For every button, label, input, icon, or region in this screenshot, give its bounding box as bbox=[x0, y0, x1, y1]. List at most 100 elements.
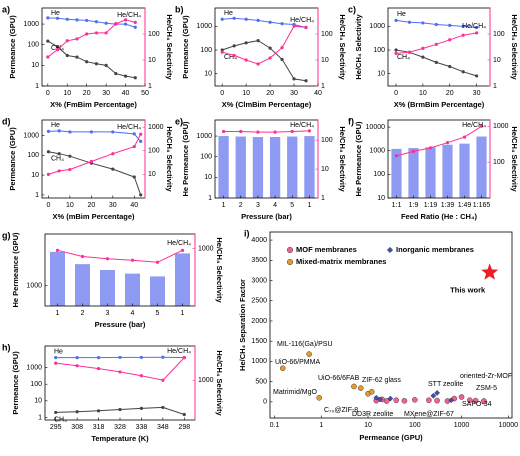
legend-label: He/CH₄ bbox=[290, 17, 314, 24]
legend-marker bbox=[287, 246, 294, 253]
data-point bbox=[161, 378, 165, 382]
data-point bbox=[96, 356, 101, 360]
y-tick-label: 2500 bbox=[251, 298, 267, 305]
y2-axis-label: He/CH₄ Selectivity bbox=[165, 126, 174, 192]
data-point bbox=[85, 18, 89, 23]
data-point bbox=[411, 397, 418, 403]
data-point bbox=[421, 46, 425, 50]
x-tick-label: 30 bbox=[473, 90, 481, 97]
x-axis-label: Feed Ratio (He : CH₄) bbox=[401, 212, 478, 221]
y2-tick-label: 100 bbox=[493, 31, 505, 38]
x-axis-label: X% (mBim Percentage) bbox=[52, 212, 135, 221]
x-tick-label: 1:39 bbox=[441, 202, 455, 209]
data-point bbox=[46, 172, 51, 176]
y-tick-label: 10 bbox=[204, 70, 212, 77]
data-point bbox=[46, 16, 50, 20]
data-point bbox=[220, 50, 224, 54]
x-tick-label: 50 bbox=[141, 90, 149, 97]
y2-tick-label: 1000 bbox=[148, 124, 164, 131]
x-tick-label: 4 bbox=[273, 202, 277, 209]
y2-tick-label: 1 bbox=[148, 83, 152, 90]
y2-axis-label: He/CH₄ Selectivity bbox=[165, 14, 174, 80]
legend-label: He/CH₄ bbox=[117, 124, 141, 131]
panel-label: i) bbox=[244, 228, 250, 238]
x-tick-label: 30 bbox=[109, 202, 117, 209]
x-tick-label: 318 bbox=[93, 424, 105, 431]
data-point bbox=[118, 370, 122, 374]
data-point bbox=[472, 397, 479, 404]
y2-tick-label: 10 bbox=[148, 57, 156, 64]
data-point bbox=[96, 367, 101, 371]
data-point bbox=[351, 383, 357, 390]
x-tick-label: 20 bbox=[266, 90, 274, 97]
data-point bbox=[105, 257, 110, 261]
data-point bbox=[118, 355, 122, 360]
y-axis-label: Permeance (GPU) bbox=[181, 15, 190, 79]
data-point bbox=[68, 130, 72, 134]
data-point bbox=[290, 129, 294, 134]
annotation: UiO-66/PMMA bbox=[275, 359, 320, 366]
data-point bbox=[292, 24, 296, 28]
y2-tick-label: 1000 bbox=[493, 123, 509, 130]
data-point bbox=[434, 397, 440, 404]
data-point bbox=[55, 48, 60, 52]
data-point bbox=[393, 397, 399, 404]
data-point bbox=[132, 144, 136, 149]
y2-tick-label: 10 bbox=[148, 171, 156, 178]
x-tick-label: 100 bbox=[409, 422, 421, 429]
data-point bbox=[139, 406, 144, 410]
y-axis-label: Permeance (GPU) bbox=[11, 351, 20, 415]
bar bbox=[459, 143, 470, 198]
x-axis-label: Pressure (bar) bbox=[241, 212, 292, 221]
data-point bbox=[75, 18, 79, 22]
x-tick-label: 0 bbox=[46, 202, 50, 209]
bar bbox=[269, 137, 281, 198]
data-point bbox=[304, 25, 308, 29]
data-point bbox=[75, 364, 79, 368]
data-point bbox=[394, 18, 398, 22]
data-point bbox=[75, 356, 79, 360]
x-tick-label: 1 bbox=[319, 422, 323, 429]
data-point bbox=[75, 55, 79, 59]
data-point bbox=[75, 410, 79, 414]
series-line bbox=[222, 40, 307, 82]
series-line bbox=[47, 19, 136, 58]
x-tick-label: 40 bbox=[130, 202, 138, 209]
panel-label: h) bbox=[2, 342, 11, 352]
x-tick-label: 0 bbox=[46, 90, 50, 97]
data-point bbox=[133, 25, 137, 29]
x-tick-label: 30 bbox=[102, 90, 110, 97]
data-point bbox=[68, 167, 72, 172]
plot-frame bbox=[387, 7, 491, 87]
legend-marker bbox=[386, 246, 394, 254]
annotation: Matrimid/MgO bbox=[273, 389, 318, 396]
y-tick-label: 1 bbox=[208, 195, 212, 202]
x-tick-label: 308 bbox=[71, 424, 83, 431]
y-axis-label: He Permeance (GPU) bbox=[181, 121, 190, 197]
data-point bbox=[244, 58, 248, 62]
data-point bbox=[306, 351, 312, 357]
data-point bbox=[280, 22, 284, 26]
data-point bbox=[244, 41, 248, 45]
y2-axis-label: He/CH₄ Selectivity bbox=[215, 350, 224, 416]
data-point bbox=[383, 398, 390, 404]
data-point bbox=[434, 22, 438, 27]
data-point bbox=[357, 385, 364, 391]
y-tick-label: 500 bbox=[255, 378, 267, 385]
data-point bbox=[104, 21, 108, 25]
series-line bbox=[396, 125, 482, 157]
data-point bbox=[46, 129, 51, 133]
data-point bbox=[407, 20, 412, 24]
panel-label: g) bbox=[2, 230, 11, 240]
series-line bbox=[57, 249, 183, 263]
x-tick-label: 10 bbox=[419, 90, 427, 97]
y-tick-label: 3500 bbox=[251, 257, 267, 264]
data-point bbox=[239, 129, 243, 134]
data-point bbox=[256, 39, 260, 43]
data-point bbox=[65, 39, 69, 43]
data-point bbox=[54, 361, 58, 365]
y2-axis-label: He/CH₄ Selectivity bbox=[338, 14, 347, 80]
data-point bbox=[448, 64, 452, 69]
y2-tick-label: 1 bbox=[493, 83, 497, 90]
